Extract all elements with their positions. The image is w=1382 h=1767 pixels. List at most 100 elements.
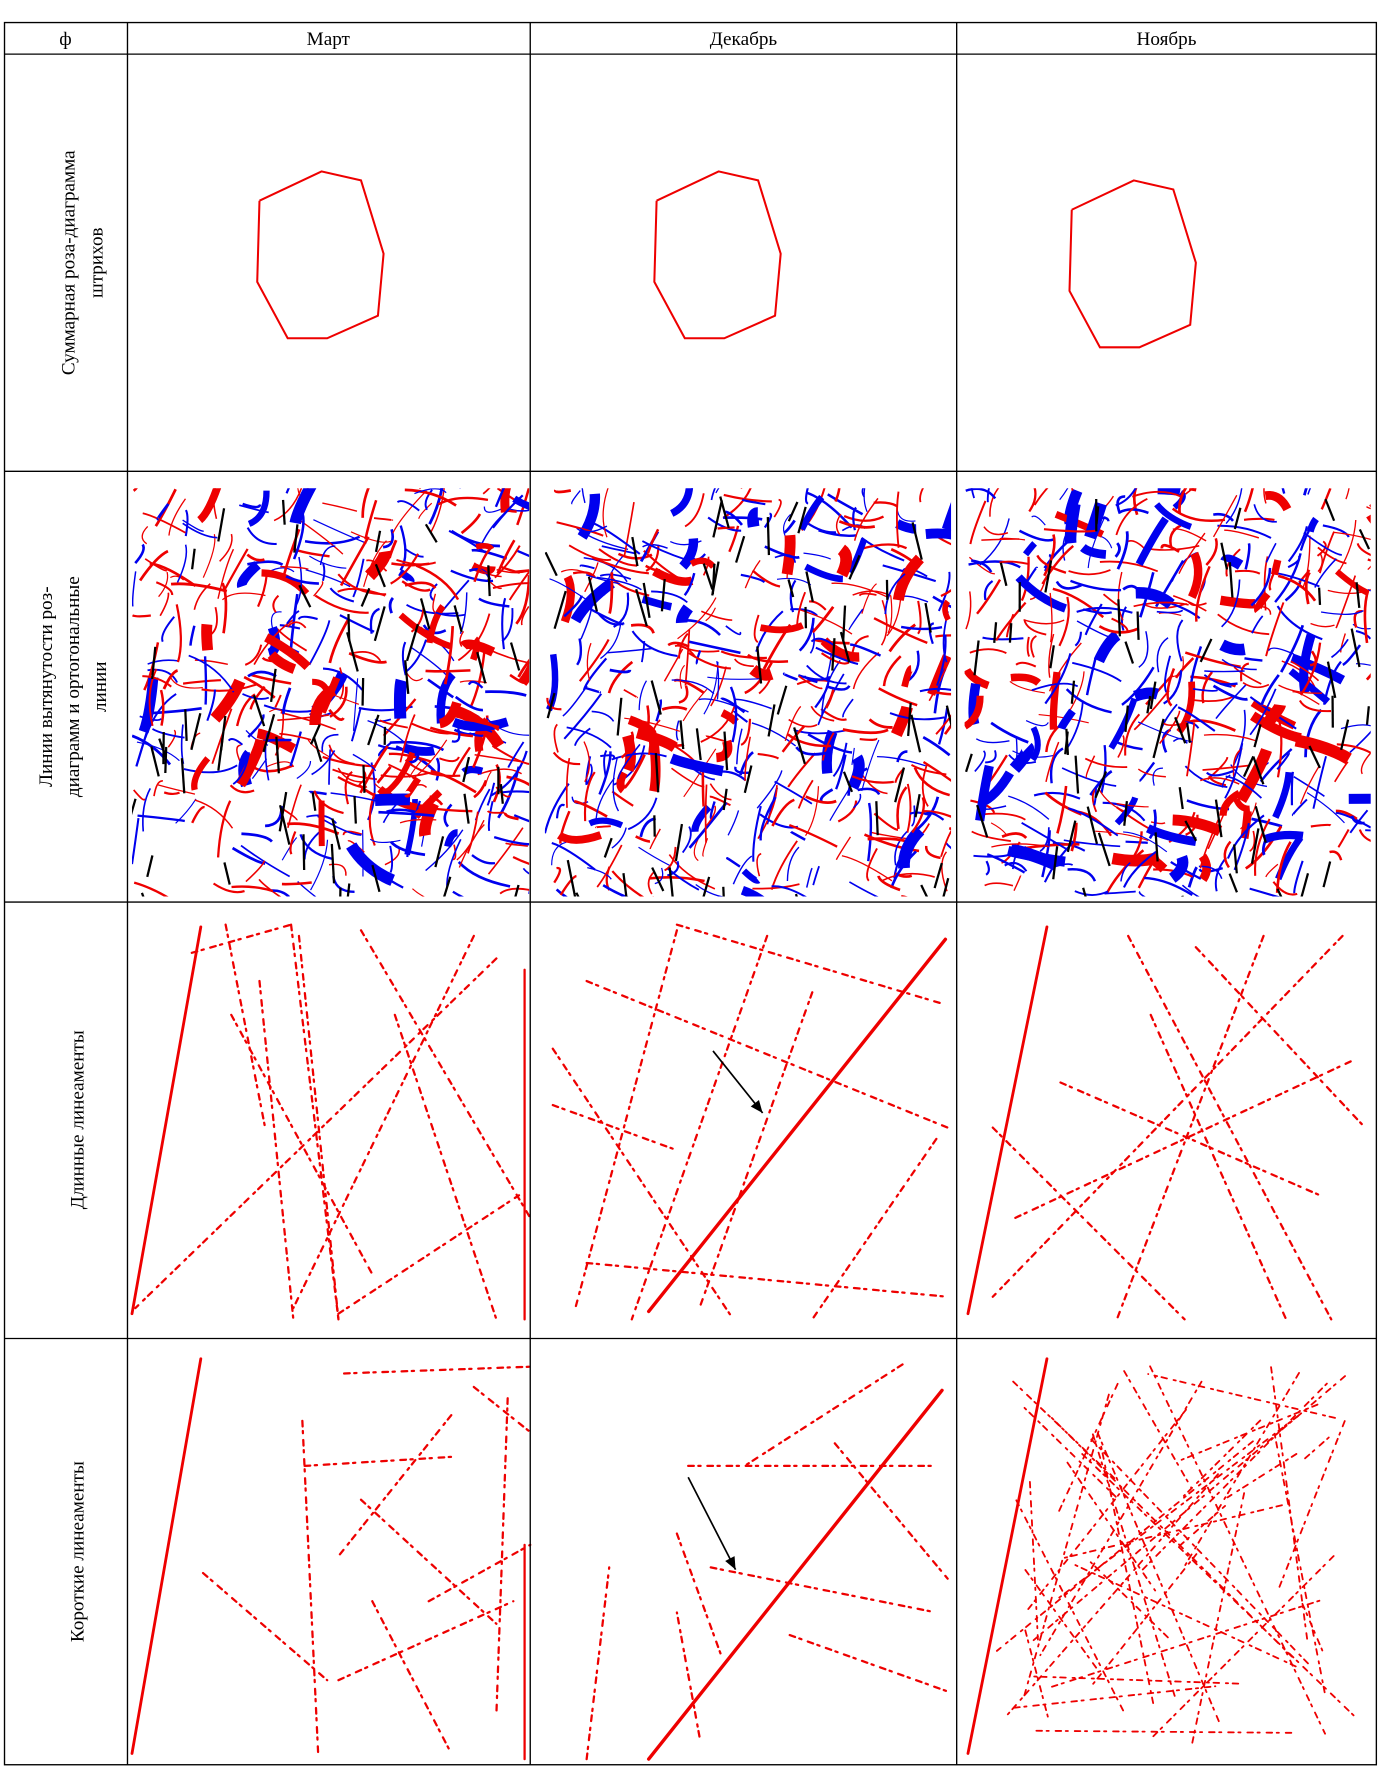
stroke	[849, 609, 863, 630]
stroke	[600, 755, 614, 758]
stroke	[850, 539, 864, 572]
stroke	[1051, 748, 1063, 783]
stroke	[1368, 559, 1382, 566]
stroke	[555, 490, 570, 492]
stroke	[1139, 631, 1148, 667]
stroke	[827, 686, 849, 690]
stroke	[567, 758, 570, 808]
stroke	[991, 823, 1006, 835]
row-label: штрихов	[87, 227, 108, 298]
lineament	[1028, 1410, 1186, 1609]
stroke	[706, 785, 707, 843]
stroke	[757, 770, 782, 808]
stroke	[876, 801, 877, 835]
lineament	[711, 1567, 937, 1612]
stroke	[288, 785, 301, 828]
lineament	[429, 1545, 531, 1601]
stroke	[984, 527, 1008, 535]
stroke	[1368, 590, 1382, 598]
stroke	[1102, 745, 1106, 793]
stroke	[248, 528, 277, 544]
stroke	[363, 765, 364, 793]
stroke	[603, 885, 640, 902]
stroke	[884, 656, 901, 686]
stroke-field	[128, 446, 568, 923]
stroke	[648, 529, 658, 553]
stroke	[809, 601, 826, 609]
stroke	[224, 862, 229, 884]
stroke	[662, 707, 687, 709]
stroke	[1301, 873, 1308, 898]
stroke	[370, 839, 400, 842]
stroke-field	[965, 444, 1382, 925]
stroke	[612, 828, 626, 848]
stroke	[513, 857, 551, 869]
stroke	[311, 840, 328, 890]
stroke	[1099, 635, 1117, 661]
lineament	[1028, 1676, 1238, 1683]
stroke	[897, 506, 915, 521]
stroke	[920, 473, 933, 502]
table-page: ф Март Декабрь Ноябрь Суммарная роза-диа…	[0, 0, 1382, 1767]
lineament	[632, 936, 767, 1319]
stroke	[1220, 684, 1238, 685]
stroke	[1338, 830, 1348, 848]
stroke	[877, 757, 925, 766]
stroke	[841, 549, 846, 575]
lineament	[474, 1387, 530, 1432]
lineament	[1271, 1367, 1307, 1640]
stroke	[1244, 519, 1274, 520]
stroke	[1075, 891, 1108, 895]
stroke	[741, 462, 749, 489]
stroke	[870, 719, 893, 727]
stroke	[926, 846, 940, 858]
stroke	[1360, 529, 1369, 549]
stroke	[1308, 471, 1322, 494]
stroke	[323, 757, 376, 766]
stroke	[545, 784, 569, 834]
lineament	[135, 958, 496, 1308]
lineament	[1185, 1373, 1299, 1565]
stroke	[1361, 749, 1374, 774]
stroke	[707, 677, 759, 679]
stroke	[713, 564, 715, 594]
header-cell: ф	[59, 29, 71, 50]
stroke	[329, 749, 330, 784]
stroke	[653, 739, 655, 791]
stroke	[455, 605, 462, 631]
stroke	[624, 690, 637, 698]
stroke	[1220, 600, 1255, 604]
stroke	[128, 799, 136, 825]
stroke	[242, 565, 258, 587]
stroke	[1034, 793, 1080, 799]
stroke	[420, 459, 439, 489]
row-label: Суммарная роза-диаграмма	[58, 150, 79, 375]
stroke	[426, 524, 437, 542]
stroke	[140, 551, 168, 580]
stroke	[191, 626, 195, 646]
stroke	[1104, 594, 1119, 605]
lineament	[835, 1443, 948, 1578]
lineament	[338, 1415, 451, 1556]
stroke	[400, 680, 402, 718]
stroke	[412, 889, 447, 906]
lineament	[649, 939, 946, 1311]
stroke	[735, 659, 754, 666]
stroke	[309, 620, 329, 664]
stroke	[723, 518, 762, 520]
stroke	[1244, 658, 1262, 660]
stroke	[1193, 689, 1217, 691]
stroke	[169, 499, 186, 536]
stroke	[577, 639, 581, 665]
stroke	[452, 531, 500, 546]
stroke	[1139, 519, 1166, 565]
stroke	[485, 692, 526, 696]
stroke	[980, 814, 1025, 820]
stroke	[192, 549, 195, 570]
stroke	[265, 806, 281, 826]
stroke	[722, 713, 736, 722]
stroke	[1099, 833, 1110, 866]
lineament	[1302, 1604, 1324, 1656]
stroke	[505, 482, 509, 512]
stroke	[860, 545, 906, 550]
